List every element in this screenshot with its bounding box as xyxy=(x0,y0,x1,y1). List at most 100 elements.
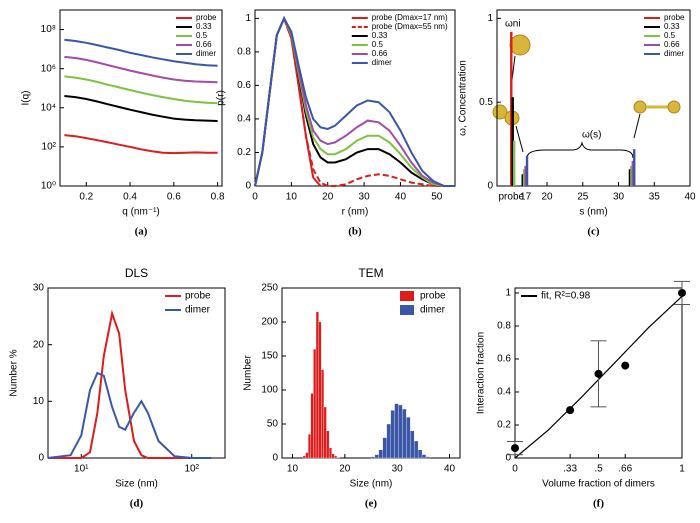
y-tick-label: 0.2 xyxy=(237,147,251,158)
particle-icon xyxy=(509,34,531,56)
histogram-bar xyxy=(318,321,322,459)
y-tick-label: 1 xyxy=(505,288,511,299)
x-axis-label: r (nm) xyxy=(342,207,369,218)
legend-label: 0.33 xyxy=(196,22,212,31)
legend-label: dimer xyxy=(420,305,446,316)
legend-label: 0.33 xyxy=(664,22,680,31)
y-tick-label: 0.6 xyxy=(237,80,251,91)
particle-icon xyxy=(667,100,681,114)
x-tick-label: 20 xyxy=(322,192,334,203)
y-tick-label: 0 xyxy=(245,181,251,192)
x-tick-label: 20 xyxy=(541,192,553,203)
y-tick-label: 1 xyxy=(245,13,251,24)
y-tick-label: 0.4 xyxy=(497,387,511,398)
panel-caption: (c) xyxy=(587,226,600,238)
histogram-bar xyxy=(398,404,403,459)
y-axis-label: Number xyxy=(243,355,254,391)
histogram-bar xyxy=(308,434,311,459)
panel-title: TEM xyxy=(358,266,383,280)
data-line xyxy=(254,16,455,187)
panel-caption: (e) xyxy=(365,498,378,510)
legend-label: dimer xyxy=(372,58,392,67)
y-tick-label: 0.8 xyxy=(237,47,251,58)
x-tick-label: 0.6 xyxy=(167,192,181,203)
y-tick-label: 0.6 xyxy=(497,354,511,365)
x-tick-label: 0.8 xyxy=(211,192,225,203)
y-tick-label: 50 xyxy=(267,419,279,430)
legend-label: probe (Dmax=55 nm) xyxy=(372,22,448,31)
histogram-bar xyxy=(328,447,332,459)
histogram-bar xyxy=(323,406,327,459)
data-line xyxy=(64,95,218,122)
legend-label: probe xyxy=(664,13,685,22)
x-tick-label: 10² xyxy=(185,464,200,475)
y-axis-label: p(r) xyxy=(216,90,227,106)
x-tick-label: 10¹ xyxy=(74,464,89,475)
y-tick-label: 200 xyxy=(261,317,278,328)
x-tick-label: 10 xyxy=(287,464,299,475)
legend-label: probe xyxy=(185,291,211,302)
y-tick-label: 250 xyxy=(261,283,278,294)
legend-label: probe xyxy=(196,13,217,22)
histogram-bar xyxy=(421,454,427,459)
x-tick-label: 30 xyxy=(392,464,404,475)
data-line xyxy=(64,134,218,155)
bar xyxy=(511,97,514,186)
x-axis-label: q (nm⁻¹) xyxy=(122,207,160,218)
histogram-bar xyxy=(326,430,330,459)
histogram-bar xyxy=(331,453,335,459)
histogram-bar xyxy=(374,454,380,459)
legend-swatch xyxy=(400,291,414,301)
plot-frame xyxy=(254,9,456,187)
histogram-bar xyxy=(310,393,314,459)
y-tick-label: 10⁶ xyxy=(41,63,56,74)
arrow xyxy=(515,125,524,153)
panel-caption: (a) xyxy=(135,226,148,238)
x-axis-label: Size (nm) xyxy=(115,479,158,490)
plot-frame xyxy=(47,287,226,459)
legend-label: 0.66 xyxy=(196,40,212,49)
x-tick-label: 50 xyxy=(431,192,443,203)
panel-caption: (d) xyxy=(130,498,144,510)
histogram-bar xyxy=(414,440,419,459)
histogram-bar xyxy=(425,456,431,459)
legend-label: 0.5 xyxy=(372,40,384,49)
data-line xyxy=(64,75,218,105)
histogram-bar xyxy=(378,449,383,459)
legend: probe dimer xyxy=(400,291,446,316)
legend-label: dimer xyxy=(185,305,211,316)
bar xyxy=(525,155,529,186)
legend-label: 0.66 xyxy=(372,49,388,58)
data-point xyxy=(678,288,686,297)
panel-caption: (f) xyxy=(593,498,604,510)
panel: 0.2 0.4 0.6 0.8 10⁰ 10² 10⁴ 10⁶ 10⁸ q (nm⁻¹) I(q) (… xyxy=(21,9,225,238)
x-tick-label: 40 xyxy=(444,464,456,475)
x-tick-label: .33 xyxy=(563,464,577,475)
histogram-bar xyxy=(386,423,391,459)
x-tick-label: 20 xyxy=(339,464,351,475)
particle-icon xyxy=(633,100,647,114)
y-tick-label: 10⁸ xyxy=(41,24,56,35)
y-tick-label: 0.4 xyxy=(237,114,251,125)
legend-label: 0.33 xyxy=(372,31,388,40)
bar xyxy=(521,174,524,186)
histogram-bar xyxy=(410,430,415,459)
y-tick-label: 10⁰ xyxy=(41,181,56,192)
annotation: ωni xyxy=(505,19,521,30)
x-tick-label: 17 xyxy=(520,192,532,203)
y-tick-label: 150 xyxy=(261,351,278,362)
histogram-bar xyxy=(406,417,411,459)
data-point xyxy=(511,444,519,453)
legend-label: probe xyxy=(420,291,446,302)
x-tick-label: 40 xyxy=(395,192,407,203)
legend: probe (Dmax=17 nm)probe (Dmax=55 nm)0.33… xyxy=(351,13,448,67)
bar xyxy=(510,31,513,186)
data-line xyxy=(254,16,455,187)
histogram-bar xyxy=(402,408,407,459)
y-tick-label: 0.5 xyxy=(479,97,493,108)
y-tick-label: 0.2 xyxy=(497,420,511,431)
data-point xyxy=(594,369,603,378)
